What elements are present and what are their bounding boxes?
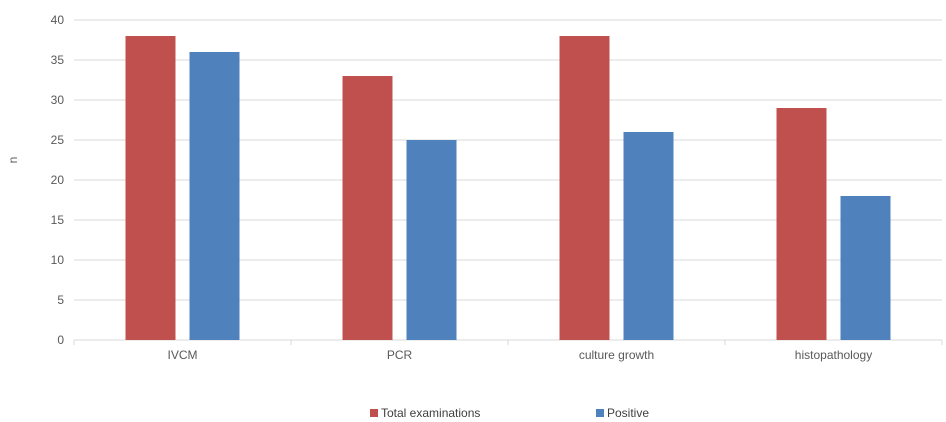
bar-total-2 (559, 36, 610, 340)
legend-label: Total examinations (381, 406, 480, 420)
legend-swatch (370, 409, 378, 417)
bar-total-3 (776, 108, 827, 340)
y-tick-label: 35 (51, 53, 65, 67)
x-axis-ticks (73, 340, 943, 345)
bar-positive-3 (840, 196, 891, 340)
y-tick-label: 0 (57, 333, 64, 347)
bar-positive-0 (189, 52, 240, 340)
bar-total-1 (342, 76, 393, 340)
y-tick-label: 40 (51, 13, 65, 27)
y-tick-label: 15 (51, 213, 65, 227)
y-axis-tick-labels: 0 5 10 15 20 25 30 35 40 (51, 13, 65, 347)
x-tick-label: histopathology (795, 348, 872, 362)
y-tick-label: 10 (51, 253, 65, 267)
bars (125, 36, 891, 340)
x-tick-label: culture growth (579, 348, 654, 362)
y-axis-title: n (6, 157, 20, 164)
x-tick-label: IVCM (168, 348, 198, 362)
y-tick-label: 25 (51, 133, 65, 147)
y-tick-label: 20 (51, 173, 65, 187)
x-axis-tick-labels: IVCM PCR culture growth histopathology (168, 348, 873, 362)
legend-label: Positive (607, 406, 649, 420)
bar-total-0 (125, 36, 176, 340)
x-tick-label: PCR (387, 348, 413, 362)
bar-positive-2 (623, 132, 674, 340)
legend: Total examinations Positive (370, 406, 649, 420)
legend-swatch (596, 409, 604, 417)
y-tick-label: 5 (57, 293, 64, 307)
y-tick-label: 30 (51, 93, 65, 107)
bar-positive-1 (406, 140, 457, 340)
